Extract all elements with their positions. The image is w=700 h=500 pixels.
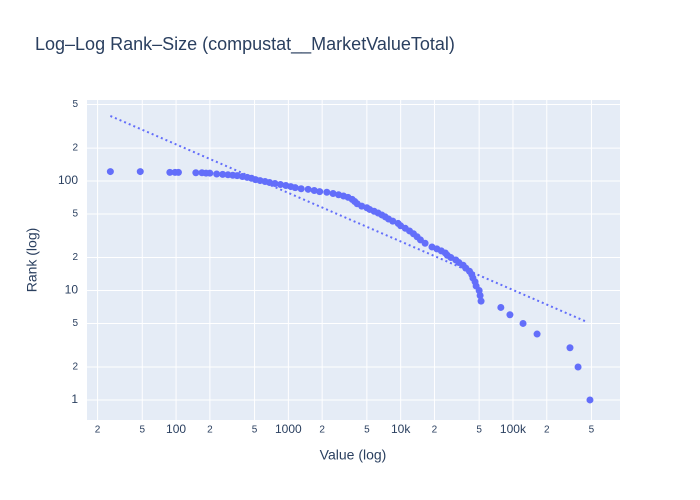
data-point xyxy=(233,172,241,180)
data-point xyxy=(316,188,324,196)
data-point xyxy=(174,168,182,176)
data-point xyxy=(329,189,337,197)
data-point xyxy=(206,169,214,177)
x-tick-label: 5 xyxy=(364,425,370,436)
y-tick-label: 2 xyxy=(72,143,78,154)
y-tick-label: 1 xyxy=(71,392,78,406)
data-point xyxy=(533,330,541,338)
data-point xyxy=(477,297,485,305)
data-point xyxy=(271,179,279,187)
x-tick-label: 5 xyxy=(476,425,482,436)
data-point xyxy=(136,168,144,176)
data-point xyxy=(389,217,397,225)
y-tick-label: 2 xyxy=(72,362,78,373)
chart-title: Log–Log Rank–Size (compustat__MarketValu… xyxy=(35,34,455,55)
x-tick-label: 5 xyxy=(589,425,595,436)
data-point xyxy=(421,239,429,247)
x-tick-label: 2 xyxy=(207,425,213,436)
data-point xyxy=(476,292,484,300)
x-tick-label: 1000 xyxy=(275,422,302,436)
data-point xyxy=(519,319,527,327)
y-tick-label: 10 xyxy=(65,283,79,297)
data-point xyxy=(586,396,594,404)
data-point xyxy=(166,168,174,176)
x-tick-label: 100k xyxy=(500,422,527,436)
data-point xyxy=(266,178,274,186)
y-tick-label: 100 xyxy=(58,173,78,187)
data-point xyxy=(276,180,284,188)
x-tick-label: 5 xyxy=(139,425,145,436)
data-point xyxy=(574,363,582,371)
x-tick-label: 2 xyxy=(432,425,438,436)
data-point xyxy=(106,168,114,176)
data-point xyxy=(213,170,221,178)
data-point xyxy=(323,188,331,196)
y-axis-title: Rank (log) xyxy=(24,228,40,293)
data-point xyxy=(497,303,505,311)
trend-line xyxy=(109,115,588,323)
x-tick-label: 5 xyxy=(252,425,258,436)
y-tick-label: 5 xyxy=(72,209,78,220)
data-point xyxy=(291,184,299,192)
x-tick-label: 2 xyxy=(319,425,325,436)
x-tick-label: 2 xyxy=(95,425,101,436)
x-tick-label: 10k xyxy=(391,422,411,436)
data-point xyxy=(219,170,227,178)
data-point xyxy=(192,169,200,177)
data-point xyxy=(304,185,312,193)
y-tick-label: 2 xyxy=(72,252,78,263)
y-tick-label: 5 xyxy=(72,318,78,329)
y-tick-label: 5 xyxy=(72,99,78,110)
data-point xyxy=(566,344,574,352)
x-tick-label: 100 xyxy=(166,422,186,436)
data-point xyxy=(297,185,305,193)
x-tick-label: 2 xyxy=(544,425,550,436)
data-point xyxy=(310,186,318,194)
data-point xyxy=(506,311,514,319)
x-axis-title: Value (log) xyxy=(320,447,387,463)
